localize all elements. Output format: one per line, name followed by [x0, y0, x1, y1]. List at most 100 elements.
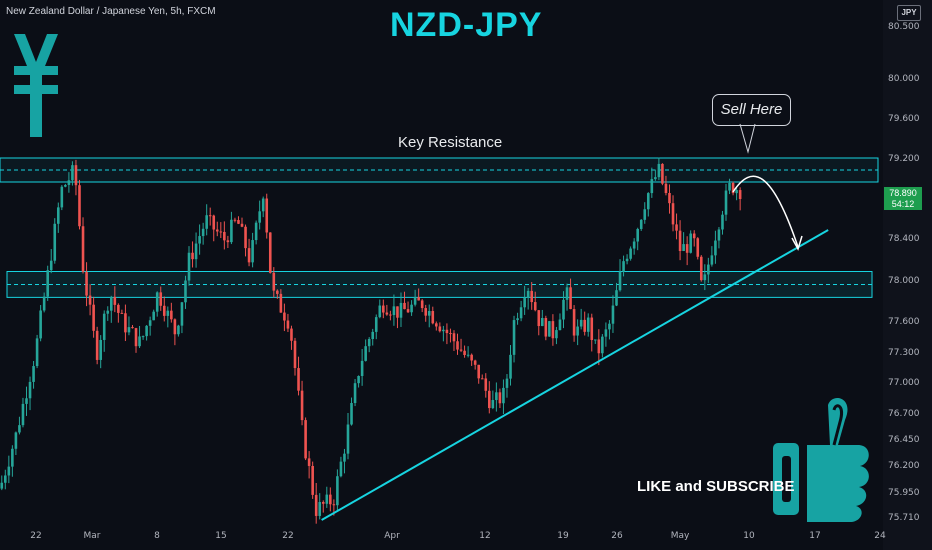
- candle: [237, 220, 240, 224]
- candle: [18, 425, 21, 433]
- candle: [71, 165, 74, 181]
- candle: [127, 327, 131, 333]
- candle: [180, 302, 184, 326]
- candle: [35, 338, 39, 367]
- candle: [346, 424, 350, 454]
- candle: [590, 317, 594, 341]
- candle: [272, 272, 276, 291]
- candle: [7, 466, 11, 476]
- candle: [364, 346, 367, 361]
- candle: [438, 326, 442, 332]
- candle: [738, 190, 742, 200]
- candle: [350, 403, 353, 425]
- candle: [276, 290, 279, 294]
- candle: [297, 368, 300, 391]
- candle: [484, 378, 488, 391]
- candle: [413, 297, 417, 305]
- candle: [240, 223, 244, 227]
- candle: [735, 190, 738, 194]
- candle: [671, 203, 675, 225]
- candle: [360, 360, 364, 377]
- candle: [201, 228, 205, 237]
- y-tick-label: 76.700: [888, 409, 920, 419]
- candle: [11, 448, 14, 467]
- candle: [537, 310, 541, 327]
- candle: [389, 314, 392, 316]
- candle: [643, 209, 647, 220]
- candle: [152, 311, 155, 321]
- candle: [254, 222, 258, 241]
- candle: [399, 302, 403, 318]
- candle: [162, 305, 166, 316]
- candle: [223, 231, 226, 241]
- candle: [495, 392, 498, 401]
- candle: [318, 502, 322, 516]
- candle: [470, 354, 473, 361]
- candle: [124, 313, 127, 333]
- candle: [385, 312, 389, 315]
- candle: [25, 398, 28, 404]
- candle: [3, 475, 7, 483]
- candle: [102, 313, 106, 340]
- candle: [406, 309, 410, 313]
- key-resistance-label: Key Resistance: [398, 134, 503, 151]
- candle: [382, 305, 385, 313]
- candle: [548, 321, 551, 337]
- thumbs-up-icon: [773, 397, 869, 522]
- candle: [449, 333, 452, 335]
- currency-badge[interactable]: JPY: [897, 5, 921, 21]
- candle: [731, 182, 735, 194]
- price-axis[interactable]: [883, 0, 932, 550]
- candle: [53, 223, 57, 261]
- candle: [226, 240, 230, 243]
- candle: [714, 240, 717, 256]
- candle: [290, 328, 293, 341]
- candle: [28, 381, 32, 399]
- y-tick-label: 78.000: [888, 276, 920, 286]
- candle: [523, 297, 526, 308]
- callout-pointer: [739, 123, 756, 154]
- candle: [311, 465, 314, 495]
- y-tick-label: 75.710: [888, 513, 920, 523]
- candle: [177, 325, 180, 335]
- candle: [724, 190, 728, 215]
- candle: [576, 326, 579, 336]
- candle: [618, 271, 622, 291]
- candle: [187, 252, 191, 281]
- candle: [67, 180, 71, 185]
- x-tick-label: 17: [809, 531, 821, 541]
- candle: [707, 264, 710, 275]
- yen-icon: [14, 34, 58, 137]
- candle: [60, 186, 64, 208]
- candle: [646, 193, 650, 210]
- candle: [703, 274, 707, 281]
- candle: [533, 302, 537, 311]
- candle: [85, 271, 88, 296]
- candle: [608, 323, 611, 330]
- y-tick-label: 79.200: [888, 154, 920, 164]
- candle: [689, 233, 692, 253]
- candle: [597, 339, 601, 354]
- candle: [728, 182, 731, 191]
- x-tick-label: 24: [874, 531, 886, 541]
- y-tick-label: 76.200: [888, 461, 920, 471]
- candle: [159, 292, 163, 306]
- candle: [74, 165, 78, 186]
- x-tick-label: 10: [743, 531, 755, 541]
- candle: [92, 304, 95, 331]
- projection-arrow: [732, 175, 799, 248]
- symbol-info: New Zealand Dollar / Japanese Yen, 5h, F…: [6, 6, 216, 17]
- candle: [410, 304, 413, 313]
- candle: [14, 432, 18, 449]
- y-tick-label: 78.400: [888, 234, 920, 244]
- candle: [293, 340, 297, 369]
- candle: [417, 297, 420, 301]
- candle: [64, 184, 67, 187]
- candle: [519, 307, 523, 319]
- candle: [675, 224, 678, 231]
- y-tick-label: 79.600: [888, 114, 920, 124]
- candle: [378, 305, 382, 318]
- candle: [314, 494, 318, 516]
- candle: [526, 290, 530, 298]
